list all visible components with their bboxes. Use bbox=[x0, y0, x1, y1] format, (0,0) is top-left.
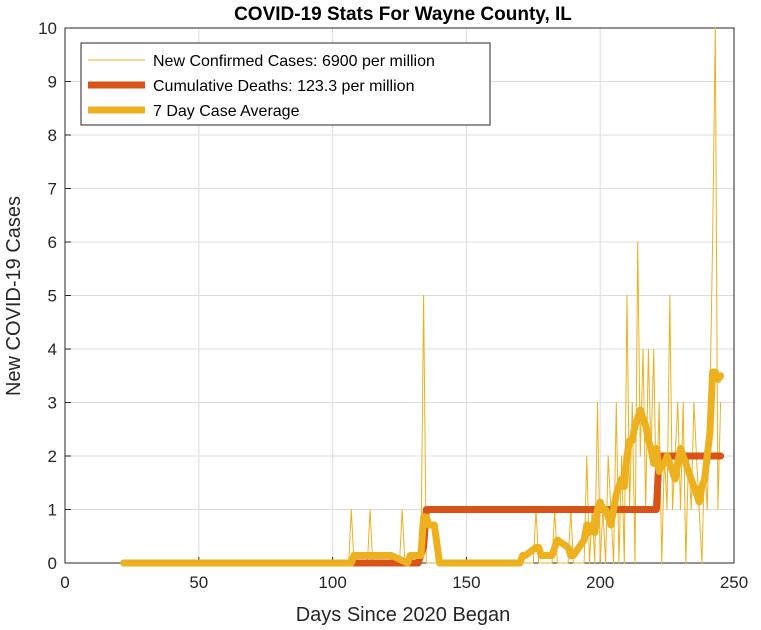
y-tick-label: 8 bbox=[48, 126, 57, 145]
y-tick-label: 7 bbox=[48, 180, 57, 199]
chart-title: COVID-19 Stats For Wayne County, IL bbox=[234, 4, 572, 25]
legend-label-new-cases: New Confirmed Cases: 6900 per million bbox=[153, 53, 435, 70]
series-layer bbox=[120, 27, 725, 567]
x-tick-label: 150 bbox=[452, 573, 480, 592]
x-tick-label: 200 bbox=[586, 573, 614, 592]
series-7-day-average bbox=[120, 368, 725, 567]
y-tick-label: 1 bbox=[48, 501, 57, 520]
legend: New Confirmed Cases: 6900 per million Cu… bbox=[80, 42, 491, 126]
y-tick-label: 5 bbox=[48, 287, 57, 306]
x-tick-label: 250 bbox=[720, 573, 748, 592]
y-tick-label: 0 bbox=[48, 554, 57, 573]
legend-label-cumulative-deaths: Cumulative Deaths: 123.3 per million bbox=[153, 78, 414, 95]
y-tick-label: 3 bbox=[48, 394, 57, 413]
x-tick-label: 100 bbox=[318, 573, 346, 592]
y-tick-label: 9 bbox=[48, 73, 57, 92]
y-tick-label: 10 bbox=[38, 19, 57, 38]
x-axis-label: Days Since 2020 Began bbox=[296, 604, 511, 626]
y-tick-label: 6 bbox=[48, 233, 57, 252]
legend-box bbox=[80, 42, 491, 126]
y-tick-label: 4 bbox=[48, 340, 57, 359]
x-tick-label: 0 bbox=[60, 573, 69, 592]
y-tick-label: 2 bbox=[48, 447, 57, 466]
x-tick-label: 50 bbox=[189, 573, 208, 592]
y-axis-label: New COVID-19 Cases bbox=[3, 196, 25, 396]
axis-ticks: 0 50 100 150 200 250 0 1 2 3 4 5 6 7 8 9 10 bbox=[38, 19, 748, 592]
legend-label-7-day-average: 7 Day Case Average bbox=[153, 103, 300, 120]
